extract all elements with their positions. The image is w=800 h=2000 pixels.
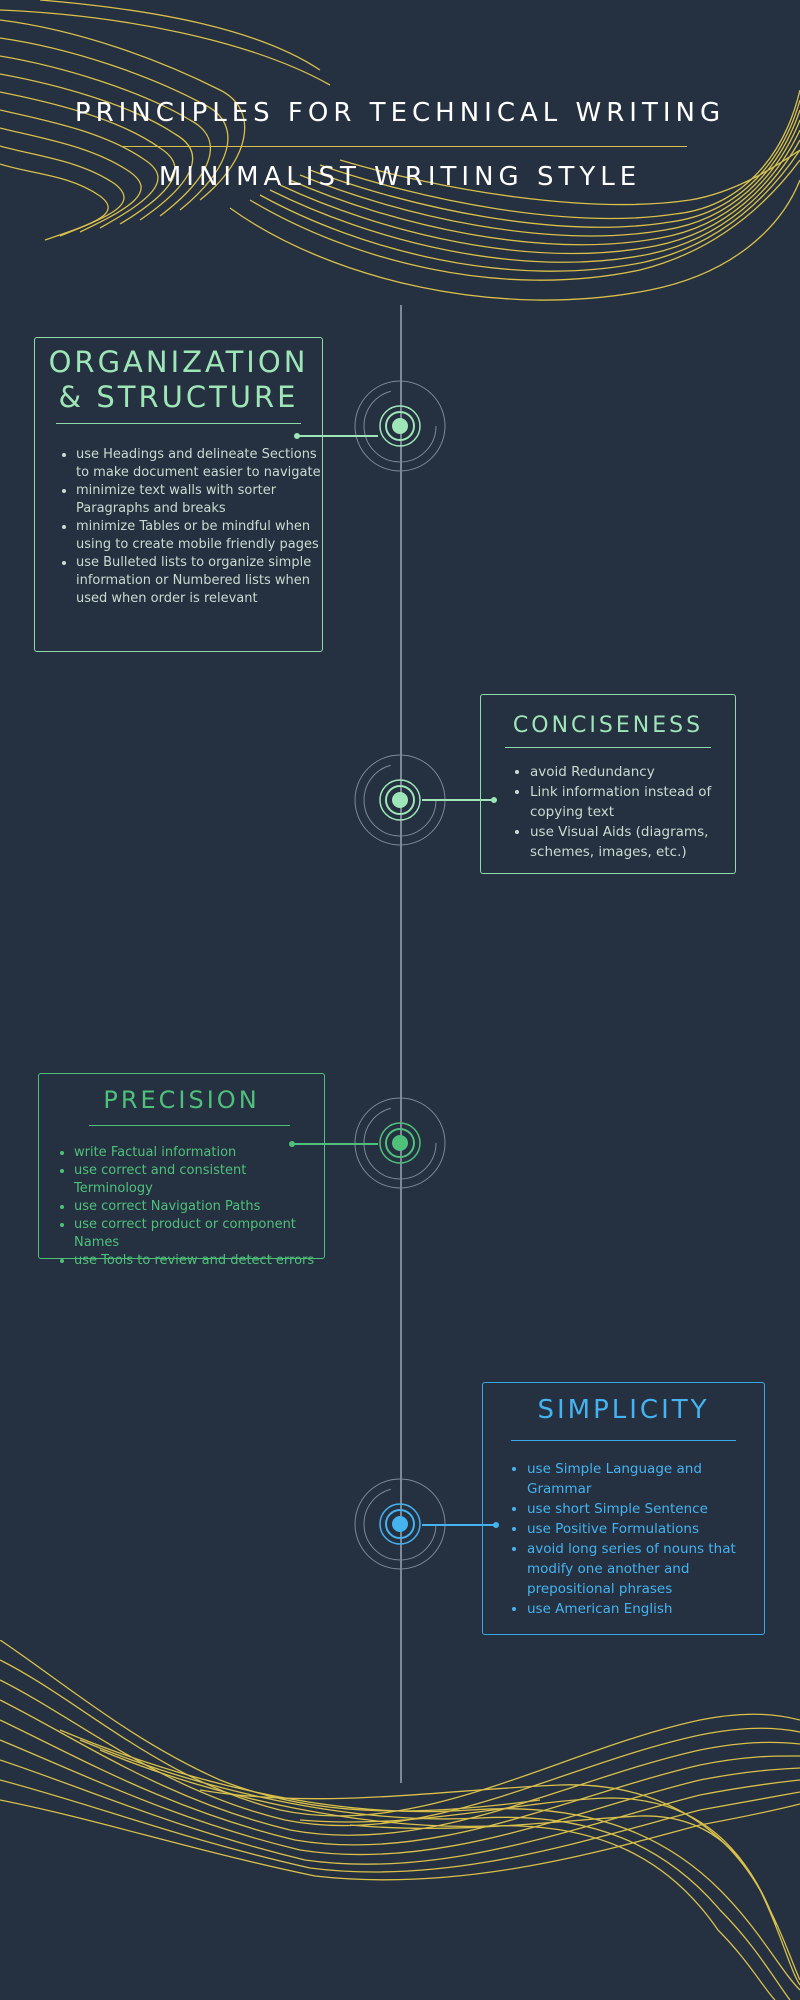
bullet-list: use Simple Language and Grammar use shor…: [483, 1459, 764, 1619]
list-item: minimize Tables or be mindful when using…: [76, 518, 322, 554]
card-simplicity: SIMPLICITY use Simple Language and Gramm…: [482, 1382, 765, 1635]
list-item: use correct product or component Names: [74, 1216, 324, 1252]
bullet-list: use Headings and delineate Sections to m…: [35, 446, 322, 608]
list-item: use correct and consistent Terminology: [74, 1162, 324, 1198]
list-item: avoid long series of nouns that modify o…: [527, 1539, 756, 1599]
list-item: use correct Navigation Paths: [74, 1198, 324, 1216]
connector-organization: [294, 432, 378, 439]
card-conciseness: CONCISENESS avoid Redundancy Link inform…: [480, 694, 736, 874]
header: PRINCIPLES FOR TECHNICAL WRITING MINIMAL…: [0, 0, 800, 300]
list-item: use Simple Language and Grammar: [527, 1459, 756, 1499]
list-item: use Visual Aids (diagrams, schemes, imag…: [530, 822, 725, 862]
list-item: avoid Redundancy: [530, 762, 725, 782]
timeline-node-organization: [350, 376, 450, 476]
list-item: use Tools to review and detect errors: [74, 1252, 324, 1270]
card-organization-structure: ORGANIZATION & STRUCTURE use Headings an…: [34, 337, 323, 652]
timeline-node-precision: [350, 1093, 450, 1193]
connector-simplicity: [422, 1521, 499, 1528]
header-divider: [123, 146, 687, 147]
card-title: ORGANIZATION & STRUCTURE: [48, 345, 309, 414]
list-item: use American English: [527, 1599, 756, 1619]
list-item: use Bulleted lists to organize simple in…: [76, 554, 322, 608]
card-title: CONCISENESS: [512, 713, 704, 738]
page-subtitle: MINIMALIST WRITING STYLE: [158, 162, 642, 192]
list-item: write Factual information: [74, 1144, 324, 1162]
timeline-line: [400, 305, 402, 1783]
page-title: PRINCIPLES FOR TECHNICAL WRITING: [74, 98, 726, 128]
card-precision: PRECISION write Factual information use …: [38, 1073, 325, 1268]
card-divider: [505, 747, 711, 749]
bullet-list: write Factual information use correct an…: [39, 1144, 324, 1270]
list-item: use Headings and delineate Sections to m…: [76, 446, 322, 482]
list-item: Link information instead of copying text: [530, 782, 725, 822]
card-title: PRECISION: [103, 1086, 260, 1114]
connector-conciseness: [422, 796, 497, 803]
card-title: SIMPLICITY: [537, 1395, 710, 1425]
bullet-list: avoid Redundancy Link information instea…: [481, 762, 735, 862]
card-divider: [89, 1124, 290, 1126]
list-item: minimize text walls with sorter Paragrap…: [76, 482, 322, 518]
list-item: use Positive Formulations: [527, 1519, 756, 1539]
list-item: use short Simple Sentence: [527, 1499, 756, 1519]
connector-precision: [289, 1140, 378, 1147]
card-divider: [511, 1440, 736, 1442]
card-divider: [56, 422, 301, 424]
